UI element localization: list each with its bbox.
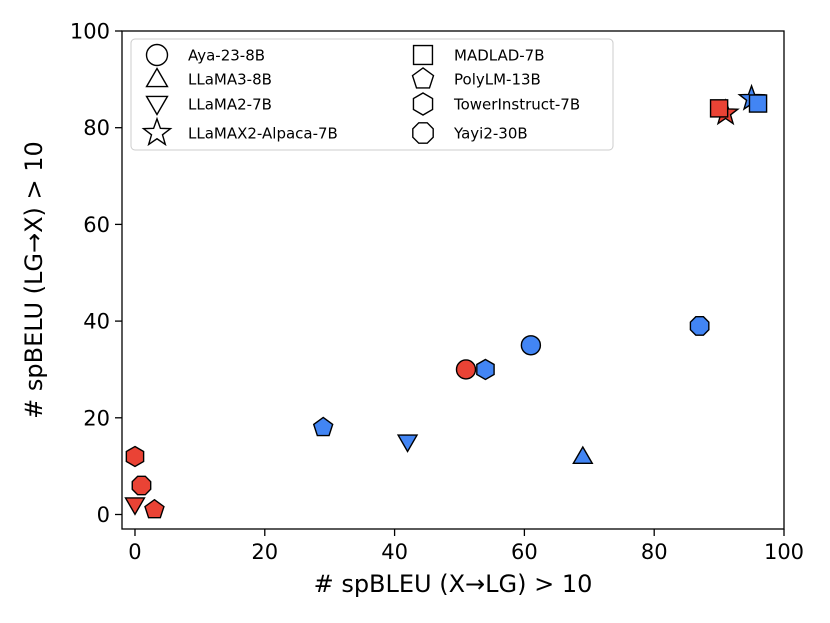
data-point-llama2-7b [396,434,419,453]
data-point-llama3-8b [572,445,594,465]
data-point-polylm-13b [144,498,165,519]
legend-label-polylm-13b: PolyLM-13B [454,71,541,89]
data-point-madlad-7b [709,99,729,118]
legend-marker-llama3-8b [145,67,169,88]
legend-marker-madlad-7b [412,44,434,66]
legend-marker-polylm-13b [411,67,435,89]
x-tick-label: 20 [251,540,278,564]
x-tick-label: 100 [764,540,804,564]
legend-label-yayi2-30b: Yayi2-30B [453,125,528,143]
data-point-yayi2-30b [131,475,152,496]
data-point-aya-23-8b [520,335,542,356]
legend-label-towerinstruct-7b: TowerInstruct-7B [453,96,580,114]
legend-label-aya-23-8b: Aya-23-8B [188,47,265,65]
legend-label-llama2-7b: LLaMA2-7B [188,96,272,114]
axis-ticks: 0 20 40 60 80 100 0 20 40 60 80 100 [70,20,804,565]
legend-marker-aya-23-8b [145,43,169,67]
x-tick-label: 80 [641,540,668,564]
data-point-towerinstruct-7b [476,358,495,381]
data-point-madlad-7b [748,94,768,113]
y-tick-label: 40 [83,310,110,334]
legend-box [130,38,614,151]
data-point-polylm-13b [312,416,334,437]
y-tick-label: 80 [83,116,110,140]
y-tick-label: 100 [70,20,110,44]
legend: Aya-23-8B LLaMA3-8B LLaMA2-7B LLaMAX2-Alpac… [130,38,614,151]
y-tick-label: 60 [83,213,110,237]
data-point-yayi2-30b [689,316,710,336]
x-axis-label: # spBLEU (X→LG) > 10 [314,570,593,598]
legend-label-llamax2-alpaca-7b: LLaMAX2-Alpaca-7B [188,125,338,143]
data-point-towerinstruct-7b [125,445,145,468]
data-point-llama2-7b [124,497,146,516]
x-tick-label: 40 [381,540,408,564]
plot-frame [121,30,785,530]
legend-label-madlad-7b: MADLAD-7B [454,47,545,65]
y-axis-label: # spBELU (LG→X) > 10 [20,141,48,419]
legend-label-llama3-8b: LLaMA3-8B [188,71,272,89]
data-point-aya-23-8b [455,359,477,380]
legend-marker-yayi2-30b [412,122,434,144]
legend-marker-llama2-7b [145,95,169,116]
data-points [124,83,768,519]
x-tick-label: 60 [511,540,538,564]
x-tick-label: 0 [128,540,141,564]
legend-marker-towerinstruct-7b [412,92,434,116]
legend-marker-llamax2-alpaca-7b [141,116,173,147]
y-tick-label: 0 [97,503,110,527]
y-tick-label: 20 [83,406,110,430]
